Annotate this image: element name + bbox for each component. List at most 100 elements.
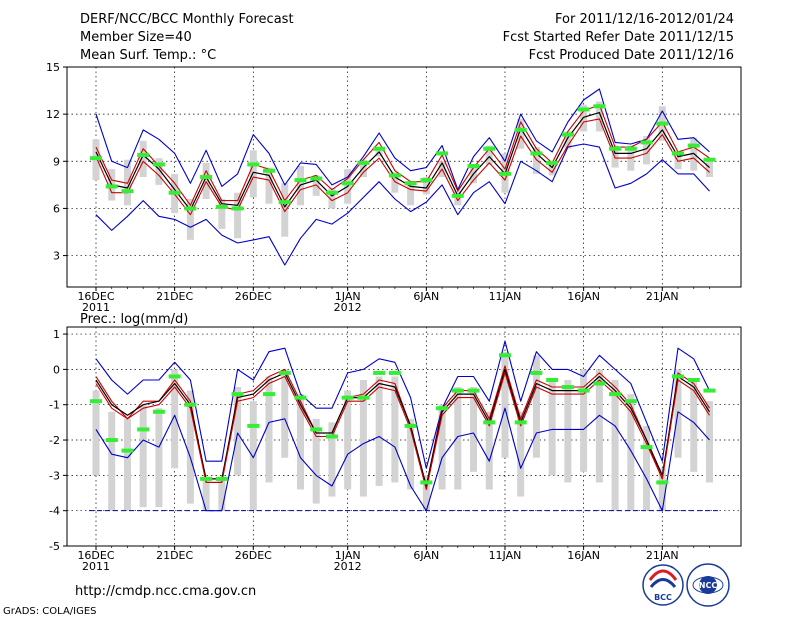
prec-range-box: [218, 478, 226, 511]
temp-xtick-label: 16JAN: [567, 290, 600, 303]
prec-median-marker: [388, 370, 401, 375]
prec-ensemble-mean-line: [95, 368, 711, 487]
temp-median-marker: [341, 181, 354, 186]
prec-range-box: [501, 351, 509, 458]
prec-range-box: [108, 411, 116, 511]
temp-range-box: [234, 192, 242, 239]
prec-range-box: [643, 425, 651, 511]
temp-range-box: [485, 145, 493, 165]
prec-range-box: [454, 387, 462, 490]
temp-range-box: [155, 158, 163, 185]
prec-median-marker: [451, 388, 464, 393]
temp-xtick-label: 1JAN: [335, 290, 361, 303]
prec-ytick-label: -4: [49, 505, 60, 518]
prec-median-marker: [546, 377, 559, 382]
temp-median-marker: [593, 104, 606, 109]
temp-median-marker: [546, 160, 559, 165]
prec-xtick-label: 11JAN: [489, 549, 522, 562]
prec-median-marker: [593, 381, 606, 386]
prec-median-marker: [294, 395, 307, 400]
prec-range-box: [407, 418, 415, 490]
temp-range-box: [265, 167, 273, 204]
ncc-logo: NCC: [686, 563, 730, 607]
prec-median-marker: [514, 420, 527, 425]
temp-median-marker: [184, 206, 197, 211]
source-url[interactable]: http://cmdp.ncc.cma.gov.cn: [75, 584, 256, 599]
temp-range-box: [202, 162, 210, 199]
temp-ensemble-max-line: [95, 88, 710, 191]
prec-ensemble-min-line: [95, 407, 710, 512]
prec-range-box: [375, 376, 383, 486]
temp-median-marker: [278, 200, 291, 205]
prec-xtick-label: 6JAN: [413, 549, 439, 562]
prec-range-box: [391, 376, 399, 483]
prec-median-marker: [561, 385, 574, 390]
prec-range-box: [517, 411, 525, 497]
temp-xtick-label: 16DEC: [77, 290, 114, 303]
prec-range-box: [123, 418, 131, 511]
prec-range-box: [359, 379, 367, 497]
prec-range-box: [186, 390, 194, 504]
temp-range-box: [548, 164, 556, 176]
temp-ytick-label: 9: [53, 155, 60, 168]
bcc-logo-text: BCC: [654, 593, 672, 602]
prec-range-box: [265, 376, 273, 483]
temp-median-marker: [514, 127, 527, 132]
temp-median-marker: [672, 151, 685, 156]
prec-median-marker: [325, 434, 338, 439]
prec-ytick-label: -3: [49, 469, 60, 482]
temp-median-marker: [90, 156, 102, 161]
prec-xtick-year: 2011: [82, 560, 110, 573]
prec-ytick-label: 1: [53, 328, 60, 341]
prec-median-marker: [373, 370, 386, 375]
prec-range-box: [438, 404, 446, 490]
prec-median-marker: [263, 392, 276, 397]
temp-xtick-year: 2012: [334, 301, 362, 314]
prec-median-marker: [105, 438, 118, 443]
temp-range-box: [186, 199, 194, 240]
prec-median-marker: [168, 374, 181, 379]
prec-median-marker: [184, 402, 197, 407]
prec-median-marker: [420, 480, 433, 485]
prec-ytick-label: -1: [49, 399, 60, 412]
temp-median-marker: [656, 121, 669, 126]
prec-ytick-label: -2: [49, 434, 60, 447]
temp-ytick-label: 12: [46, 108, 60, 121]
prec-range-box: [580, 369, 588, 472]
prec-panel-title: Prec.: log(mm/d): [80, 312, 188, 327]
prec-range-box: [249, 401, 257, 511]
prec-range-box: [344, 390, 352, 490]
prec-ytick-label: 0: [53, 363, 60, 376]
temp-median-marker: [561, 132, 574, 137]
temp-median-marker: [357, 160, 370, 165]
temp-median-marker: [200, 175, 213, 179]
refer-date: Fcst Started Refer Date 2011/12/15: [503, 30, 734, 45]
prec-range-box: [611, 379, 619, 511]
temp-median-marker: [703, 157, 716, 162]
produced-date: Fcst Produced Date 2011/12/16: [529, 48, 734, 63]
prec-median-marker: [687, 377, 700, 382]
temp-median-marker: [640, 140, 653, 145]
prec-median-marker: [498, 353, 511, 358]
prec-range-box: [532, 355, 540, 458]
temp-range-box: [407, 184, 415, 206]
ncc-logo-text: NCC: [699, 581, 718, 590]
member-size: Member Size=40: [80, 30, 192, 45]
temp-median-marker: [420, 178, 433, 183]
temp-median-marker: [105, 184, 118, 189]
temp-median-marker: [388, 173, 401, 178]
bcc-logo: BCC: [642, 564, 684, 606]
prec-range-box: [155, 408, 163, 508]
temp-ytick-label: 3: [53, 250, 60, 263]
temp-panel-title: Mean Surf. Temp.: °C: [80, 48, 216, 63]
prec-median-marker: [577, 388, 590, 393]
temp-median-marker: [231, 206, 244, 211]
temp-range-box: [139, 140, 147, 177]
prec-range-box: [171, 369, 179, 469]
temp-range-box: [281, 183, 289, 237]
temp-median-marker: [294, 178, 307, 183]
prec-median-marker: [703, 388, 716, 393]
prec-range-box: [658, 468, 666, 511]
